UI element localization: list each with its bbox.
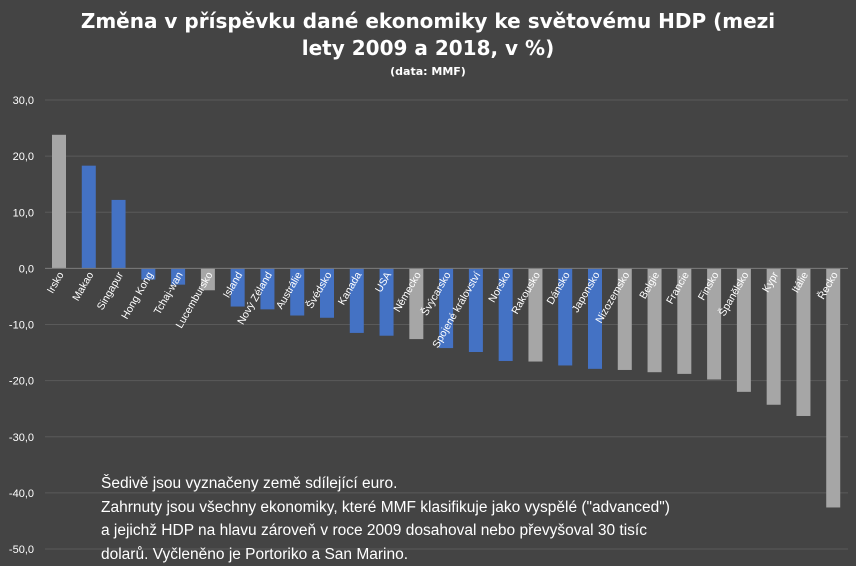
- bar: [468, 268, 483, 353]
- category-label: Tchaj-wan: [152, 270, 186, 317]
- bar: [736, 268, 751, 392]
- bar: [558, 268, 573, 366]
- bar: [796, 268, 811, 416]
- bar: [409, 268, 424, 340]
- bar: [111, 199, 126, 269]
- y-tick-label: 10,0: [13, 207, 34, 219]
- note-line-2: Zahrnuty jsou všechny ekonomiky, které M…: [101, 498, 670, 516]
- bar: [528, 268, 543, 362]
- bar: [230, 268, 245, 307]
- chart-title-line-2: lety 2009 a 2018, v %): [301, 36, 555, 60]
- bar: [707, 268, 722, 380]
- bar: [171, 268, 186, 285]
- chart-note: Šedivě jsou vyznačeny země sdílející eur…: [101, 472, 751, 566]
- bar: [826, 268, 841, 508]
- bar: [379, 268, 394, 336]
- bar: [617, 268, 632, 370]
- chart-title-line-1: Změna v příspěvku dané ekonomiky ke svět…: [80, 9, 776, 33]
- y-tick-label: 30,0: [13, 95, 34, 107]
- y-tick-label: 0,0: [19, 263, 34, 275]
- bar: [290, 268, 305, 316]
- note-line-4: dolarů. Vyčleněno je Portoriko a San Mar…: [101, 545, 409, 563]
- bar: [81, 165, 96, 269]
- bar: [349, 268, 364, 333]
- bar: [141, 268, 156, 280]
- bar: [677, 268, 692, 374]
- y-tick-label: -20,0: [9, 376, 34, 388]
- y-tick-label: 20,0: [13, 151, 34, 163]
- y-tick-label: -50,0: [9, 544, 34, 556]
- bar: [439, 268, 454, 349]
- note-line-1: Šedivě jsou vyznačeny země sdílející eur…: [101, 475, 398, 492]
- y-tick-label: -10,0: [9, 320, 34, 332]
- category-label: Makao: [70, 270, 96, 303]
- y-tick-label: -30,0: [9, 432, 34, 444]
- bar: [200, 268, 215, 291]
- bar: [260, 268, 275, 310]
- chart-title: Změna v příspěvku dané ekonomiky ke svět…: [0, 8, 856, 62]
- bar: [647, 268, 662, 373]
- category-label: Irsko: [45, 270, 67, 296]
- note-line-3: a jejichž HDP na hlavu zároveň v roce 20…: [101, 522, 647, 539]
- bar: [52, 134, 66, 269]
- bar: [498, 268, 513, 361]
- bar: [320, 268, 334, 318]
- bar: [766, 268, 781, 405]
- category-label: Singapur: [95, 269, 127, 312]
- bar: [588, 268, 602, 369]
- y-tick-label: -40,0: [9, 488, 34, 500]
- chart-subtitle: (data: MMF): [390, 65, 466, 78]
